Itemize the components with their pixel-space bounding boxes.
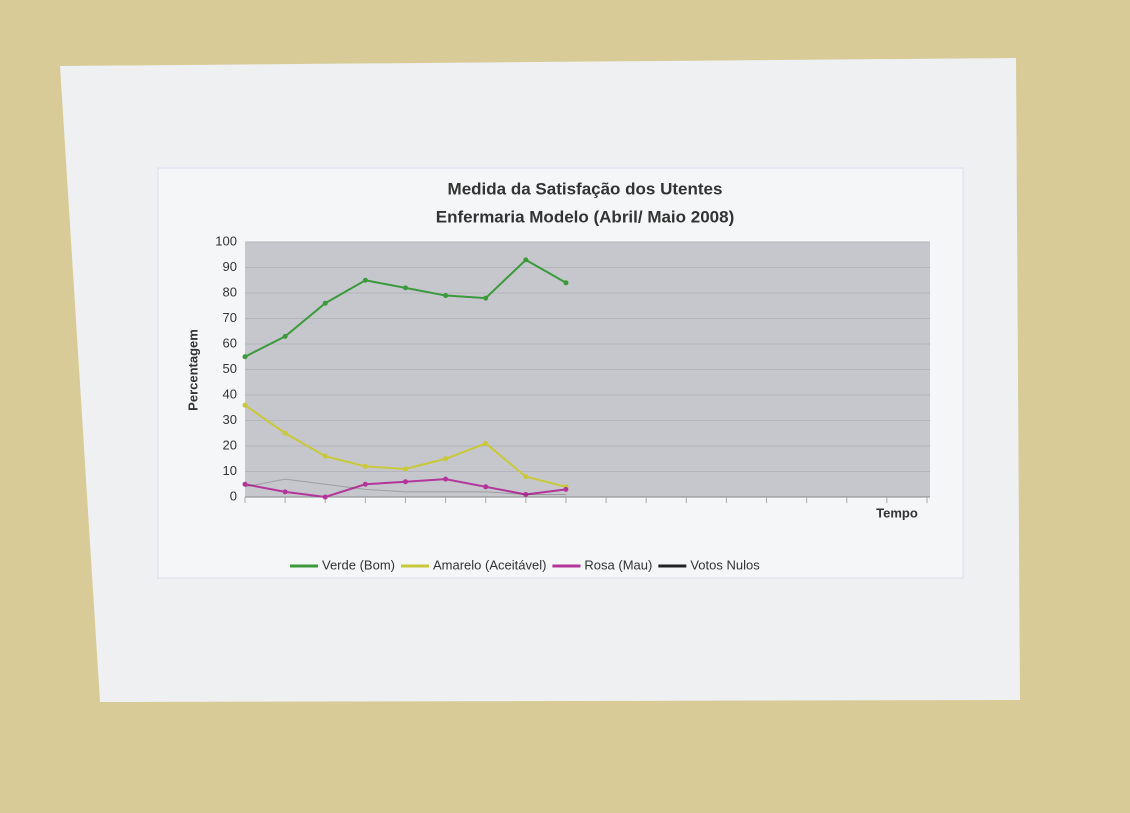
point — [283, 489, 288, 494]
legend-label: Verde (Bom) — [322, 557, 395, 572]
point — [443, 293, 448, 298]
y-tick-label: 0 — [230, 488, 237, 503]
y-tick-label: 50 — [223, 361, 237, 376]
point — [283, 334, 288, 339]
y-tick-label: 60 — [223, 335, 237, 350]
point — [443, 456, 448, 461]
chart-subtitle: Enfermaria Modelo (Abril/ Maio 2008) — [436, 207, 735, 226]
y-tick-label: 100 — [215, 233, 237, 248]
y-axis-label: Percentagem — [185, 329, 200, 411]
scene: Medida da Satisfação dos Utentes Enferma… — [0, 0, 1130, 813]
x-axis-label: Tempo — [876, 505, 918, 520]
point — [323, 495, 328, 500]
legend-label: Rosa (Mau) — [584, 557, 652, 572]
y-tick-label: 70 — [223, 310, 237, 325]
point — [243, 403, 248, 408]
point — [563, 487, 568, 492]
y-tick-label: 80 — [223, 284, 237, 299]
point — [323, 454, 328, 459]
y-tick-label: 40 — [223, 386, 237, 401]
y-tick-label: 10 — [223, 463, 237, 478]
y-tick-label: 30 — [223, 412, 237, 427]
y-tick-label: 20 — [223, 437, 237, 452]
point — [283, 431, 288, 436]
point — [403, 479, 408, 484]
legend-label: Amarelo (Aceitável) — [433, 557, 546, 572]
point — [523, 257, 528, 262]
point — [483, 296, 488, 301]
legend-label: Votos Nulos — [690, 557, 760, 572]
point — [363, 482, 368, 487]
point — [483, 441, 488, 446]
point — [323, 301, 328, 306]
point — [243, 354, 248, 359]
point — [403, 466, 408, 471]
point — [363, 278, 368, 283]
point — [403, 285, 408, 290]
point — [443, 477, 448, 482]
point — [563, 280, 568, 285]
point — [363, 464, 368, 469]
y-tick-label: 90 — [223, 259, 237, 274]
point — [523, 474, 528, 479]
point — [483, 484, 488, 489]
chart-title: Medida da Satisfação dos Utentes — [448, 179, 723, 198]
page: Medida da Satisfação dos Utentes Enferma… — [0, 0, 1130, 813]
